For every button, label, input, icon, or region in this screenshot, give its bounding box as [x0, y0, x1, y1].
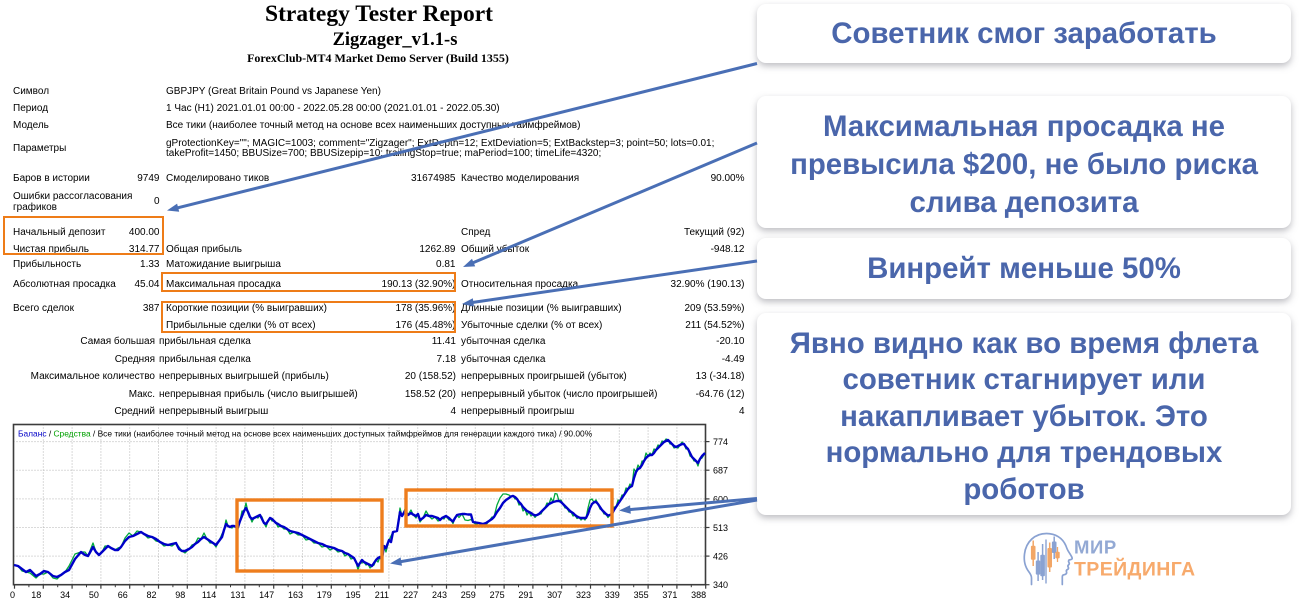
- svg-text:687: 687: [713, 466, 728, 476]
- svg-text:Баланс / Средства / Все тики (: Баланс / Средства / Все тики (наиболее т…: [18, 429, 593, 439]
- svg-text:179: 179: [317, 590, 332, 600]
- svg-text:66: 66: [118, 590, 128, 600]
- svg-text:275: 275: [490, 590, 505, 600]
- svg-text:0: 0: [10, 590, 15, 600]
- svg-text:291: 291: [518, 590, 533, 600]
- svg-text:774: 774: [713, 437, 728, 447]
- svg-text:163: 163: [288, 590, 303, 600]
- svg-text:34: 34: [60, 590, 70, 600]
- svg-text:323: 323: [576, 590, 591, 600]
- svg-text:426: 426: [713, 552, 728, 562]
- svg-text:82: 82: [146, 590, 156, 600]
- svg-text:388: 388: [691, 590, 706, 600]
- svg-text:195: 195: [346, 590, 361, 600]
- svg-text:340: 340: [713, 580, 728, 590]
- svg-text:МИР: МИР: [1074, 537, 1117, 558]
- svg-text:98: 98: [175, 590, 185, 600]
- svg-text:147: 147: [259, 590, 274, 600]
- svg-text:18: 18: [31, 590, 41, 600]
- svg-text:131: 131: [230, 590, 245, 600]
- svg-text:227: 227: [403, 590, 418, 600]
- svg-text:243: 243: [432, 590, 447, 600]
- svg-text:50: 50: [89, 590, 99, 600]
- svg-text:513: 513: [713, 523, 728, 533]
- svg-text:114: 114: [202, 590, 216, 600]
- svg-text:211: 211: [375, 590, 389, 600]
- svg-text:600: 600: [713, 494, 728, 504]
- svg-text:259: 259: [461, 590, 476, 600]
- svg-text:355: 355: [634, 590, 649, 600]
- svg-text:ТРЕЙДИНГА: ТРЕЙДИНГА: [1074, 557, 1195, 581]
- svg-text:371: 371: [662, 590, 677, 600]
- svg-text:307: 307: [547, 590, 562, 600]
- svg-text:339: 339: [605, 590, 620, 600]
